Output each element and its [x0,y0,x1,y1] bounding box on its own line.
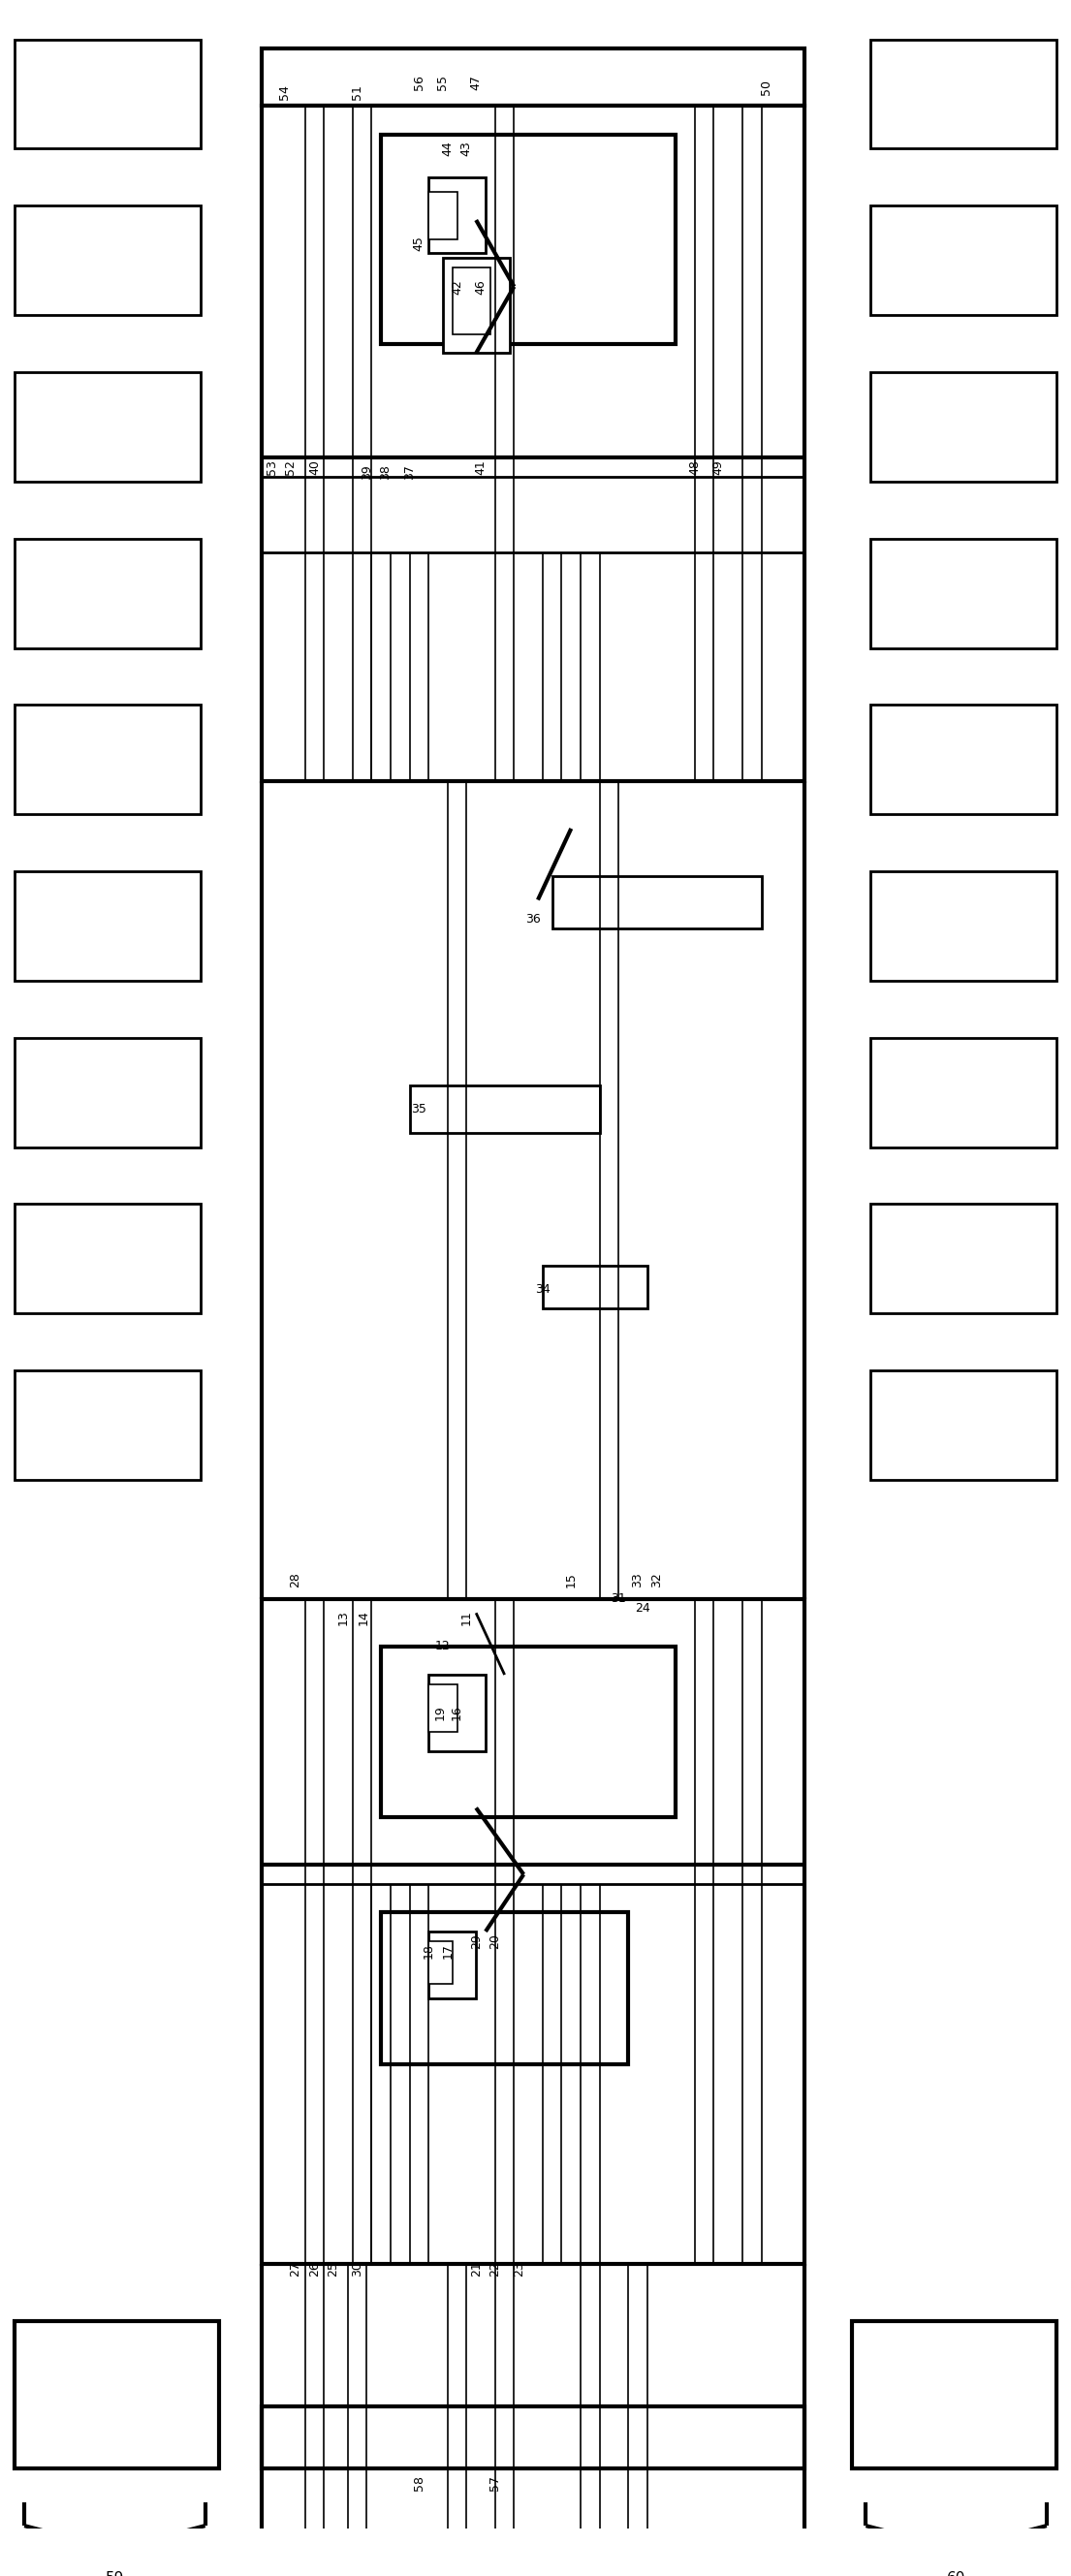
Bar [553,876,761,927]
Text: 51: 51 [351,85,363,100]
Text: 48: 48 [689,459,702,474]
Text: 23: 23 [513,2262,525,2277]
Text: 36: 36 [526,912,541,925]
Bar [15,538,200,649]
Text: 31: 31 [612,1592,627,1605]
Bar [442,258,510,353]
Text: 43: 43 [461,142,473,157]
Text: 56: 56 [412,75,425,90]
Text: 52: 52 [284,459,297,474]
Text: 54: 54 [277,85,290,100]
Text: 26: 26 [308,2262,320,2277]
Text: 41: 41 [474,459,487,474]
Text: 55: 55 [437,75,449,90]
Text: 58: 58 [412,2476,425,2491]
Bar [262,106,804,781]
Text: 24: 24 [635,1602,650,1615]
Text: 53: 53 [266,459,278,474]
Text: 11: 11 [461,1610,473,1625]
Text: 15: 15 [564,1571,577,1587]
Bar [15,2321,220,2468]
Text: 18: 18 [422,1942,435,1958]
Text: 14: 14 [358,1610,371,1625]
Text: 28: 28 [289,1571,302,1587]
Bar [428,178,485,252]
Text: 17: 17 [441,1942,454,1958]
Bar [428,191,457,240]
Text: 40: 40 [308,459,320,474]
Bar [543,1265,647,1309]
Text: 27: 27 [289,2262,302,2277]
Bar [851,2321,1056,2468]
Bar [15,706,200,814]
Text: 44: 44 [441,142,454,157]
Bar [871,1370,1056,1479]
Text: 39: 39 [361,464,373,479]
Text: 30: 30 [351,2262,363,2277]
Bar [871,706,1056,814]
Text: 25: 25 [327,2262,340,2277]
Text: 16: 16 [451,1705,464,1721]
Text: 22: 22 [488,2262,501,2277]
Text: 60: 60 [947,2571,966,2576]
Text: 33: 33 [632,1571,644,1587]
Text: 46: 46 [474,278,487,294]
Text: 13: 13 [336,1610,349,1625]
Bar [262,49,804,106]
Text: 32: 32 [650,1571,663,1587]
Bar [871,1038,1056,1146]
Bar [262,2406,804,2468]
Bar [381,1646,676,1819]
Bar [871,206,1056,314]
Bar [15,39,200,149]
Bar [262,1600,804,2264]
Bar [428,1674,485,1752]
Text: 35: 35 [411,1103,426,1115]
Bar [871,39,1056,149]
Bar [871,871,1056,981]
Bar [428,1932,477,1999]
Bar [15,206,200,314]
Text: 49: 49 [712,459,725,474]
Bar [381,134,676,343]
Text: 47: 47 [470,75,482,90]
Bar [871,1203,1056,1314]
Bar [15,371,200,482]
Text: 42: 42 [451,278,464,294]
Text: 45: 45 [412,237,425,252]
Bar [15,1038,200,1146]
Bar [871,538,1056,649]
Text: 57: 57 [488,2476,501,2491]
Text: 34: 34 [536,1283,550,1296]
Text: 29: 29 [470,1935,482,1947]
Text: 37: 37 [403,464,416,479]
Text: 38: 38 [379,464,392,479]
Text: 50: 50 [759,80,772,95]
Bar [381,1911,629,2063]
Bar [428,1940,452,1984]
Bar [452,268,491,335]
Text: 21: 21 [470,2262,482,2277]
Bar [15,1370,200,1479]
Text: 12: 12 [435,1641,451,1654]
Bar [15,1203,200,1314]
Text: 59: 59 [105,2571,124,2576]
Bar [428,1685,457,1731]
Text: 20: 20 [488,1935,501,1947]
Bar [871,371,1056,482]
Text: 19: 19 [434,1705,447,1721]
Bar [15,871,200,981]
Bar [409,1084,600,1133]
